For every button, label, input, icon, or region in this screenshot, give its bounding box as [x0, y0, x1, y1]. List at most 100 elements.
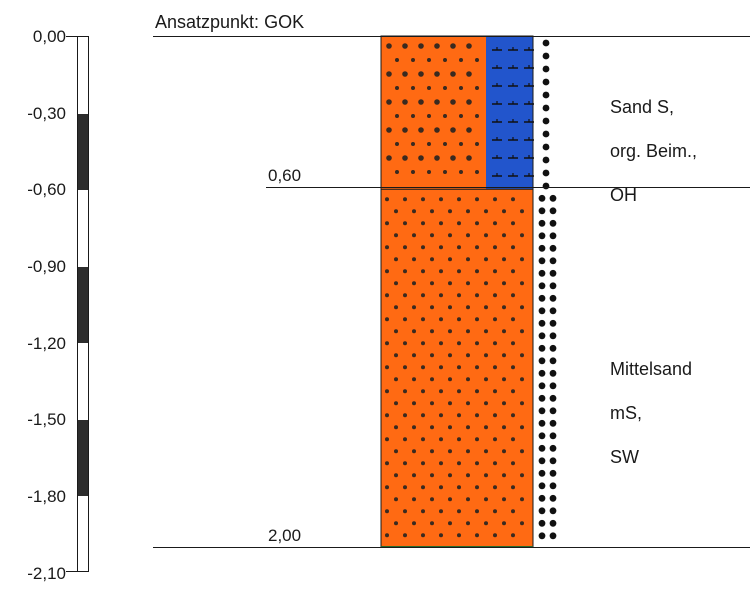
sand-dot: [466, 401, 470, 406]
sand-dot: [394, 377, 398, 382]
sand-dot: [403, 485, 407, 490]
depth-label-2: -0,60: [27, 180, 66, 199]
sand-dot: [395, 114, 399, 118]
grain-symbol-dot: [549, 244, 557, 252]
sand-dot: [439, 269, 443, 274]
sand-dot: [457, 533, 461, 538]
grain-symbol-dot: [549, 219, 557, 227]
sand-dot: [457, 245, 461, 250]
sand-dot: [448, 377, 452, 382]
sand-dot: [502, 425, 506, 430]
grain-symbol-dot: [538, 457, 546, 465]
sand-dot: [466, 449, 470, 454]
sand-dot: [457, 197, 461, 202]
sand-dot: [403, 317, 407, 322]
sand-dot: [520, 329, 524, 334]
sand-dot: [502, 329, 506, 334]
sand-dot: [511, 461, 515, 466]
sand-dot: [439, 485, 443, 490]
sand-dot: [511, 341, 515, 346]
grain-symbol-dot: [538, 507, 546, 515]
sand-dot: [448, 305, 452, 310]
sand-dot: [520, 281, 524, 286]
sand-dot: [402, 99, 408, 105]
sand-dot: [385, 413, 389, 418]
sand-dot: [466, 281, 470, 286]
grain-symbol-dot: [549, 432, 557, 440]
boundary-line-2-00: [153, 547, 750, 548]
sand-dot: [394, 425, 398, 430]
sand-dot: [385, 197, 389, 202]
sand-dot: [443, 170, 447, 174]
layer-1-organic-fill: [486, 36, 533, 190]
sand-dot: [421, 413, 425, 418]
sand-dot: [450, 71, 456, 77]
sand-dot: [466, 353, 470, 358]
depth-label-0: 0,00: [32, 27, 66, 46]
sand-dot: [411, 170, 415, 174]
sand-dot: [450, 99, 456, 105]
sand-dot: [493, 509, 497, 514]
sand-dot: [448, 401, 452, 406]
sand-dot: [386, 127, 392, 133]
layer-1-line-3: OH: [610, 185, 637, 205]
sand-dot: [475, 114, 479, 118]
sand-dot: [475, 293, 479, 298]
grain-symbol-dot: [538, 494, 546, 502]
sand-dot: [466, 209, 470, 214]
sand-dot: [493, 437, 497, 442]
sand-dot: [448, 209, 452, 214]
sand-dot: [448, 233, 452, 238]
sand-dot: [402, 127, 408, 133]
sand-dot: [520, 449, 524, 454]
sand-dot: [394, 473, 398, 478]
sand-dot: [493, 533, 497, 538]
sand-dot: [430, 257, 434, 262]
depth-label-5: -1,50: [27, 410, 66, 429]
sand-dot: [427, 114, 431, 118]
sand-dot: [412, 473, 416, 478]
sand-dot: [385, 365, 389, 370]
sand-dot: [475, 341, 479, 346]
sand-dot: [403, 533, 407, 538]
sand-dot: [484, 497, 488, 502]
sand-dot: [439, 245, 443, 250]
sand-dot: [520, 521, 524, 526]
sand-dot: [466, 43, 472, 49]
sand-dot: [430, 425, 434, 430]
grain-symbol-dot: [549, 369, 557, 377]
grain-symbol-dot: [542, 65, 550, 73]
page-title: Ansatzpunkt: GOK: [155, 12, 305, 32]
grain-symbol-dot: [538, 319, 546, 327]
sand-dot: [459, 114, 463, 118]
sand-dot: [439, 293, 443, 298]
sand-dot: [439, 365, 443, 370]
grain-symbol-dot: [538, 469, 546, 477]
sand-dot: [484, 425, 488, 430]
sand-dot: [502, 497, 506, 502]
sand-dot: [418, 43, 424, 49]
sand-dot: [427, 58, 431, 62]
sand-dot: [402, 71, 408, 77]
sand-dot: [385, 245, 389, 250]
sand-dot: [511, 293, 515, 298]
sand-dot: [402, 43, 408, 49]
grain-symbol-dot: [538, 432, 546, 440]
sand-dot: [439, 341, 443, 346]
grain-symbol-dot: [538, 194, 546, 202]
grain-symbol-dot: [538, 232, 546, 240]
sand-dot: [385, 389, 389, 394]
sand-dot: [403, 269, 407, 274]
sand-dot: [502, 401, 506, 406]
sand-dot: [520, 473, 524, 478]
sand-dot: [457, 317, 461, 322]
sand-dot: [466, 473, 470, 478]
sand-dot: [439, 197, 443, 202]
sand-dot: [394, 281, 398, 286]
sand-dot: [448, 497, 452, 502]
sand-dot: [386, 71, 392, 77]
depth-label-1: -0,30: [27, 104, 66, 123]
sand-dot: [475, 197, 479, 202]
sand-dot: [448, 353, 452, 358]
sand-dot: [511, 485, 515, 490]
